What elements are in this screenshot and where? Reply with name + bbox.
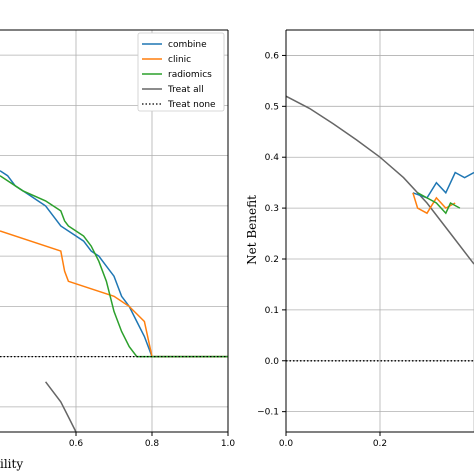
left-axes xyxy=(0,29,229,436)
legend: combine clinic radiomics Treat all Treat non… xyxy=(137,32,225,112)
right-series-combine-line xyxy=(412,171,474,199)
right-y-tick-label: 0.6 xyxy=(265,51,280,61)
right-series-radiomics-line xyxy=(417,192,461,215)
right-y-tick-label: 0.3 xyxy=(265,204,279,214)
right-y-tick-label: −0.1 xyxy=(257,408,279,418)
right-tick-labels: −0.1 0.0 0.1 0.2 0.3 0.4 0.5 0.6 0.0 0.2 xyxy=(257,51,387,449)
right-axes xyxy=(282,29,474,436)
legend-label-treat-none: Treat none xyxy=(167,100,216,110)
left-x-tick-label: 0.8 xyxy=(145,439,160,449)
right-x-tick-label: 0.2 xyxy=(373,439,387,449)
left-series-radiomics-line xyxy=(0,175,228,358)
right-y-tick-label: 0.2 xyxy=(265,255,279,265)
right-y-tick-label: 0.5 xyxy=(265,102,279,112)
right-chart-panel: −0.1 0.0 0.1 0.2 0.3 0.4 0.5 0.6 0.0 0.2 Net Bene… xyxy=(245,29,474,449)
left-x-tick-label: 1.0 xyxy=(221,439,236,449)
right-y-axis-label: Net Benefit xyxy=(245,195,259,265)
left-series-treat-all-line xyxy=(45,381,77,433)
right-series-treat-all-line xyxy=(285,95,474,265)
left-tick-labels: 0.6 0.8 1.0 xyxy=(69,439,236,449)
right-series-clinic-line xyxy=(412,192,456,215)
legend-label-clinic: clinic xyxy=(168,55,191,65)
right-x-tick-label: 0.0 xyxy=(279,439,294,449)
right-y-tick-label: 0.4 xyxy=(265,153,280,163)
left-chart-panel: 0.6 0.8 1.0 ility combine clinic radiomics Tr… xyxy=(0,29,236,471)
left-x-tick-label: 0.6 xyxy=(69,439,84,449)
right-y-tick-label: 0.0 xyxy=(265,357,280,367)
left-series-group xyxy=(0,170,228,433)
legend-label-radiomics: radiomics xyxy=(168,70,212,80)
right-series-group xyxy=(285,95,474,362)
legend-label-combine: combine xyxy=(168,40,207,50)
left-grid xyxy=(0,30,228,432)
left-x-axis-label: ility xyxy=(0,457,23,471)
right-y-tick-label: 0.1 xyxy=(265,306,279,316)
left-series-clinic-line xyxy=(0,230,228,358)
right-grid xyxy=(286,30,474,432)
legend-label-treat-all: Treat all xyxy=(167,85,204,95)
legend-box xyxy=(137,32,225,112)
